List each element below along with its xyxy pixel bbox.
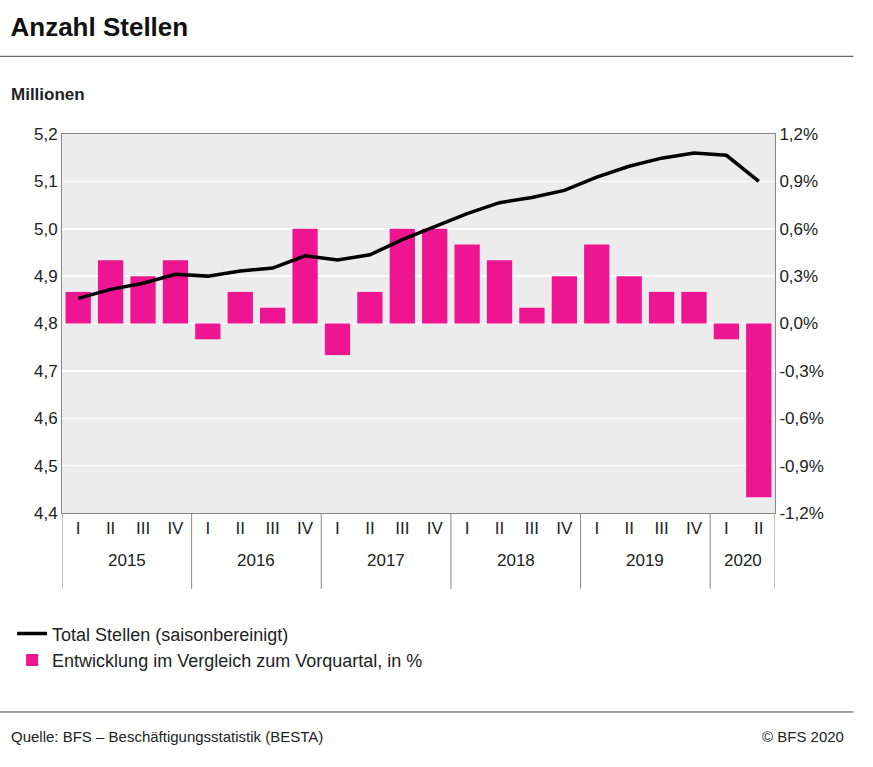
svg-text:2020: 2020 [724,551,762,570]
svg-text:4,5: 4,5 [34,457,58,476]
svg-text:I: I [724,519,729,538]
svg-text:II: II [236,519,245,538]
svg-text:5,2: 5,2 [34,125,58,144]
svg-text:Entwicklung im Vergleich zum V: Entwicklung im Vergleich zum Vorquartal,… [52,651,422,671]
svg-text:IV: IV [686,519,703,538]
svg-text:0,6%: 0,6% [779,220,818,239]
svg-text:II: II [624,519,633,538]
svg-text:-0,3%: -0,3% [779,362,823,381]
svg-text:5,1: 5,1 [34,172,58,191]
svg-text:II: II [495,519,504,538]
svg-text:IV: IV [556,519,573,538]
svg-text:2016: 2016 [237,551,275,570]
svg-text:III: III [654,519,668,538]
svg-text:4,8: 4,8 [34,314,58,333]
svg-text:Anzahl Stellen: Anzahl Stellen [10,12,188,42]
svg-text:© BFS 2020: © BFS 2020 [762,728,844,745]
svg-text:4,4: 4,4 [34,504,58,523]
svg-text:-1,2%: -1,2% [779,504,823,523]
svg-text:4,9: 4,9 [34,267,58,286]
svg-text:2015: 2015 [108,551,146,570]
svg-text:II: II [106,519,115,538]
svg-text:III: III [395,519,409,538]
svg-text:IV: IV [427,519,444,538]
svg-text:4,6: 4,6 [34,409,58,428]
svg-text:2017: 2017 [367,551,405,570]
svg-text:Quelle: BFS – Beschäftigungsst: Quelle: BFS – Beschäftigungsstatistik (B… [11,728,323,745]
svg-text:4,7: 4,7 [34,362,58,381]
svg-text:I: I [594,519,599,538]
svg-text:1,2%: 1,2% [779,125,818,144]
svg-text:2018: 2018 [497,551,535,570]
svg-text:I: I [335,519,340,538]
svg-text:III: III [266,519,280,538]
svg-text:II: II [754,519,763,538]
svg-text:I: I [76,519,81,538]
svg-text:Total Stellen (saisonbereinigt: Total Stellen (saisonbereinigt) [52,625,288,645]
svg-text:I: I [205,519,210,538]
svg-text:III: III [525,519,539,538]
svg-text:IV: IV [297,519,314,538]
svg-text:0,0%: 0,0% [779,314,818,333]
svg-text:-0,9%: -0,9% [779,457,823,476]
svg-text:II: II [365,519,374,538]
svg-text:IV: IV [167,519,184,538]
svg-text:Millionen: Millionen [11,85,85,104]
svg-text:0,3%: 0,3% [779,267,818,286]
svg-text:0,9%: 0,9% [779,172,818,191]
svg-text:5,0: 5,0 [34,220,58,239]
svg-text:I: I [465,519,470,538]
svg-text:2019: 2019 [626,551,664,570]
svg-text:-0,6%: -0,6% [779,409,823,428]
svg-text:III: III [136,519,150,538]
